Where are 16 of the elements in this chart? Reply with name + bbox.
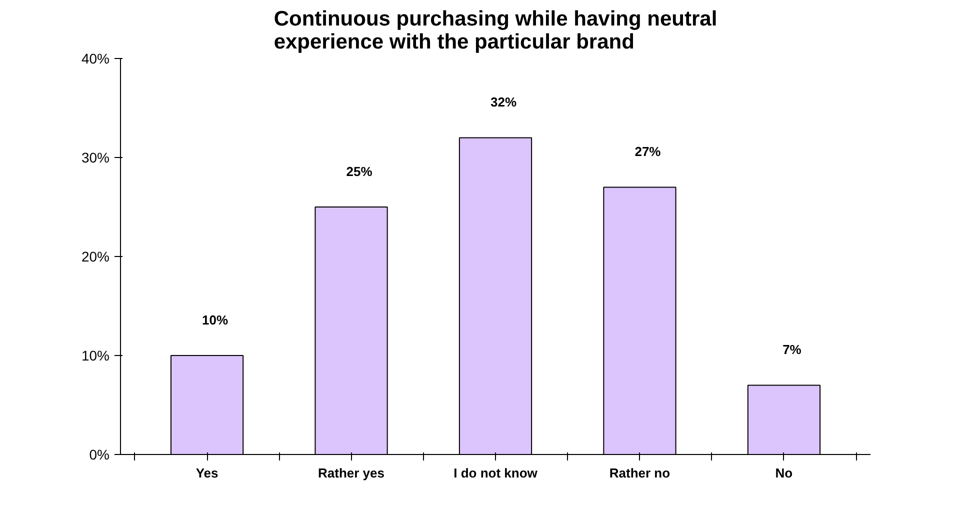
y-tick-label: 30% <box>81 150 110 166</box>
data-label: 32% <box>490 94 517 110</box>
chart-title: Continuous purchasing while having neutral experience with the particular brand <box>274 8 718 54</box>
x-tick-label: No <box>775 466 793 480</box>
x-tick-label: I do not know <box>454 466 538 480</box>
y-tick-label: 40% <box>81 50 110 66</box>
x-tick-label: Rather no <box>609 466 670 480</box>
data-label: 7% <box>782 342 802 358</box>
x-tick-label: Yes <box>196 466 218 480</box>
data-label: 25% <box>346 164 373 179</box>
y-tick-label: 0% <box>89 446 110 462</box>
y-tick-label: 20% <box>81 248 110 264</box>
y-tick-label: 10% <box>81 348 110 364</box>
data-label: 27% <box>634 144 662 160</box>
x-tick-label: Rather yes <box>318 466 385 480</box>
data-label: 10% <box>202 312 228 328</box>
